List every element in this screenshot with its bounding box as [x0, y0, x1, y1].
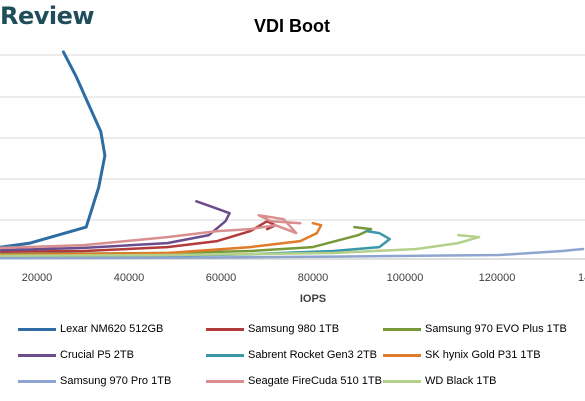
- legend-label: Samsung 970 EVO Plus 1TB: [425, 323, 567, 335]
- legend-label: WD Black 1TB: [425, 375, 497, 387]
- legend-swatch: [18, 379, 56, 383]
- legend-label: Sabrent Rocket Gen3 2TB: [248, 349, 378, 361]
- legend-swatch: [383, 327, 421, 331]
- series-line-4: [0, 200, 231, 252]
- x-tick-label: 100000: [387, 272, 424, 284]
- chart-gridlines: [0, 54, 585, 260]
- x-tick-label: 60000: [206, 272, 237, 284]
- x-axis-label: IOPS: [300, 293, 326, 305]
- legend-item: WD Black 1TB: [383, 370, 497, 392]
- x-tick-label: 20000: [22, 272, 53, 284]
- legend-item: Samsung 980 1TB: [206, 318, 339, 340]
- chart-title: VDI Boot: [254, 16, 330, 36]
- legend-swatch: [18, 353, 56, 357]
- series-line-1: [0, 50, 107, 249]
- series-line-8: [0, 213, 302, 250]
- series-line-7: [0, 247, 585, 260]
- legend-item: Crucial P5 2TB: [18, 344, 134, 366]
- legend-label: Seagate FireCuda 510 1TB: [248, 375, 382, 387]
- x-tick-label: 40000: [114, 272, 145, 284]
- legend-label: Samsung 970 Pro 1TB: [60, 375, 172, 387]
- chart-legend: Lexar NM620 512GB Samsung 980 1TB Samsung …: [18, 318, 585, 398]
- series-line-6: [0, 221, 323, 257]
- legend-label: Crucial P5 2TB: [60, 349, 134, 361]
- legend-item: Seagate FireCuda 510 1TB: [206, 370, 382, 392]
- line-chart: VDI Boot 20000 40000 60000 80000 100000 12000…: [0, 16, 585, 305]
- legend-swatch: [206, 327, 244, 331]
- legend-swatch: [383, 353, 421, 357]
- x-tick-label: 80000: [298, 272, 329, 284]
- legend-item: SK hynix Gold P31 1TB: [383, 344, 541, 366]
- x-tick-label: 140: [578, 272, 585, 284]
- legend-item: Lexar NM620 512GB: [18, 318, 163, 340]
- legend-label: SK hynix Gold P31 1TB: [425, 349, 541, 361]
- legend-swatch: [383, 379, 421, 383]
- legend-label: Samsung 980 1TB: [248, 323, 340, 335]
- x-axis-ticks: 20000 40000 60000 80000 100000 120000 140: [22, 272, 585, 284]
- legend-swatch: [206, 379, 244, 383]
- legend-swatch: [18, 327, 56, 331]
- legend-item: Samsung 970 EVO Plus 1TB: [383, 318, 567, 340]
- chart-series-lines: [0, 50, 585, 260]
- legend-item: Samsung 970 Pro 1TB: [18, 370, 171, 392]
- series-line-9: [0, 233, 481, 258]
- legend-item: Sabrent Rocket Gen3 2TB: [206, 344, 377, 366]
- x-tick-label: 120000: [479, 272, 516, 284]
- brand-logo-text: Review: [0, 2, 95, 30]
- legend-swatch: [206, 353, 244, 357]
- legend-label: Lexar NM620 512GB: [60, 323, 164, 335]
